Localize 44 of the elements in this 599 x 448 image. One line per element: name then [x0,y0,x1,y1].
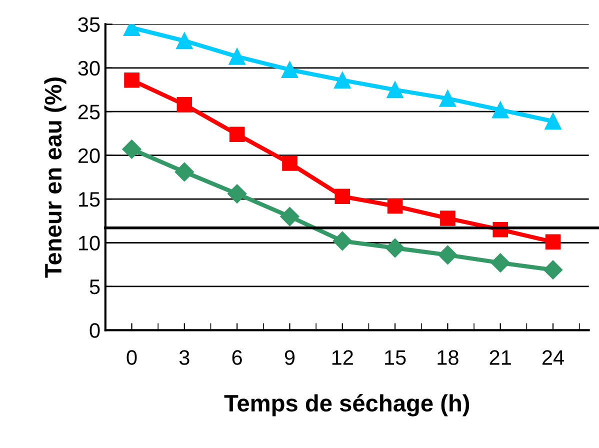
x-tick-label: 24 [542,350,564,365]
point [543,260,563,280]
y-tick-label: 20 [78,148,100,164]
x-tick-label: 18 [438,350,458,365]
point [228,48,246,65]
point [545,234,561,250]
y-tick-label: 30 [78,60,100,76]
point [438,245,458,265]
y-axis-title: Teneur en eau (%) [44,78,66,278]
point [282,156,298,171]
y-tick-label: 0 [90,323,100,338]
x-tick-label: 15 [385,350,406,365]
point [334,72,351,88]
point [440,210,456,226]
point [122,140,142,159]
point [544,112,562,130]
point [124,72,140,88]
x-tick-label: 3 [179,350,190,365]
point [334,188,350,204]
point [332,231,352,251]
x-tick-label: 0 [126,350,137,365]
y-tick-label: 10 [78,236,100,251]
point [492,102,509,118]
point [176,96,192,112]
y-tick-label: 25 [78,104,100,120]
x-tick-label: 12 [332,350,353,365]
x-tick-label: 6 [232,350,242,365]
point [176,32,193,50]
y-tick-label: 5 [90,280,100,294]
x-axis-title: Temps de séchage (h) [224,394,470,416]
point [490,253,510,272]
y-tick-label: 15 [78,192,100,207]
point [228,184,247,204]
point [174,162,194,182]
point [386,238,405,258]
point [281,61,298,78]
point [439,90,456,107]
x-tick-label: 9 [284,350,295,365]
y-tick-label: 35 [78,17,100,32]
point [386,81,404,98]
point [280,206,300,226]
x-tick-label: 21 [490,350,511,365]
point [229,126,245,142]
point [387,198,403,214]
